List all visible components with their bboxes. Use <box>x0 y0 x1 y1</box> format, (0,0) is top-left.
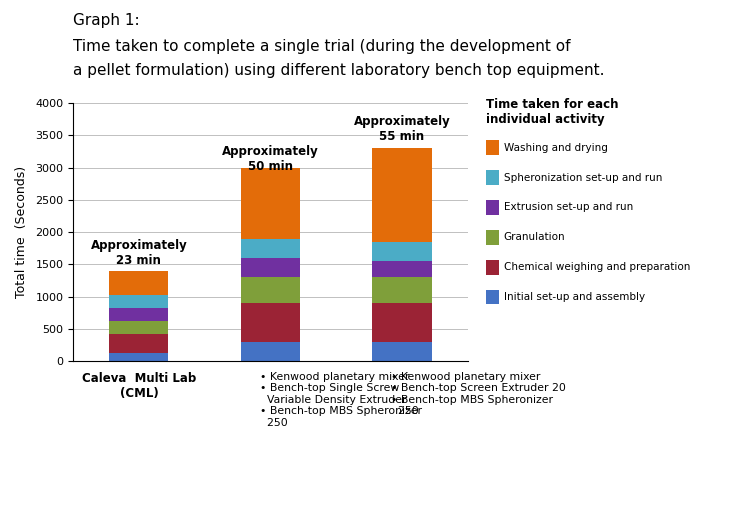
Bar <box>240 258 300 278</box>
Bar <box>110 334 168 353</box>
Bar <box>486 290 499 304</box>
Text: Graph 1:: Graph 1: <box>73 13 140 28</box>
Text: Washing and drying: Washing and drying <box>504 142 607 153</box>
Bar <box>110 295 168 309</box>
Bar <box>486 200 499 215</box>
Bar <box>486 170 499 185</box>
Bar <box>110 353 168 361</box>
Text: Approximately
50 min: Approximately 50 min <box>222 145 319 173</box>
Text: Time taken for each
individual activity: Time taken for each individual activity <box>486 98 618 126</box>
Bar <box>372 303 431 342</box>
Bar <box>372 149 431 242</box>
Bar <box>240 238 300 258</box>
Y-axis label: Total time  (Seconds): Total time (Seconds) <box>15 166 29 298</box>
Bar <box>486 260 499 275</box>
Bar <box>486 140 499 155</box>
Text: a pellet formulation) using different laboratory bench top equipment.: a pellet formulation) using different la… <box>73 63 605 78</box>
Bar <box>110 321 168 334</box>
Text: Spheronization set-up and run: Spheronization set-up and run <box>504 172 662 183</box>
Bar <box>110 309 168 321</box>
Bar <box>372 342 431 361</box>
Text: • Kenwood planetary mixer
• Bench-top Screen Extruder 20
• Bench-top MBS Spheron: • Kenwood planetary mixer • Bench-top Sc… <box>391 372 566 416</box>
Text: • Kenwood planetary mixer
• Bench-top Single Screw
  Variable Density Extruder
•: • Kenwood planetary mixer • Bench-top Si… <box>260 372 422 428</box>
Text: Time taken to complete a single trial (during the development of: Time taken to complete a single trial (d… <box>73 39 571 54</box>
Bar <box>486 230 499 245</box>
Text: Granulation: Granulation <box>504 232 565 243</box>
Bar <box>240 342 300 361</box>
Text: Caleva  Multi Lab
(CML): Caleva Multi Lab (CML) <box>82 372 196 399</box>
Text: Approximately
55 min: Approximately 55 min <box>354 115 450 142</box>
Text: Approximately
23 min: Approximately 23 min <box>91 239 187 267</box>
Bar <box>240 303 300 342</box>
Bar <box>240 278 300 303</box>
Bar <box>240 168 300 238</box>
Text: Extrusion set-up and run: Extrusion set-up and run <box>504 202 633 213</box>
Bar <box>110 271 168 295</box>
Bar <box>372 242 431 261</box>
Bar <box>372 261 431 278</box>
Bar <box>372 278 431 303</box>
Text: Initial set-up and assembly: Initial set-up and assembly <box>504 292 645 302</box>
Text: Chemical weighing and preparation: Chemical weighing and preparation <box>504 262 690 272</box>
